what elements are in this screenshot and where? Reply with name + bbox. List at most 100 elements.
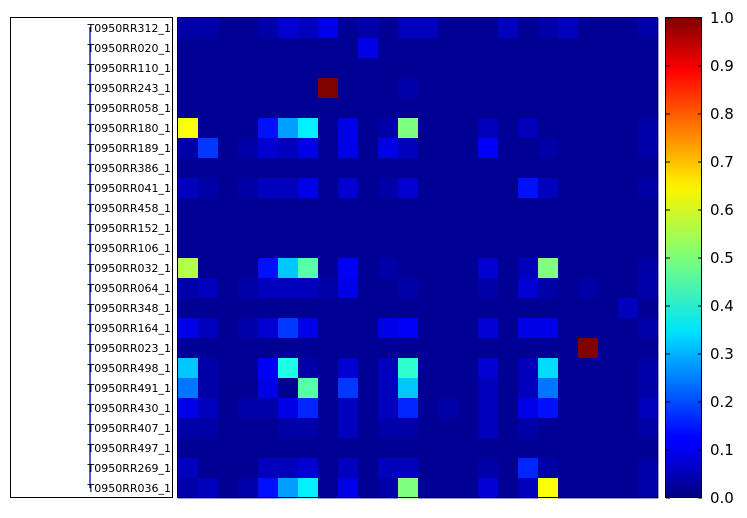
heatmap-cell bbox=[258, 418, 279, 439]
heatmap-cell bbox=[318, 258, 339, 279]
heatmap-cell bbox=[398, 218, 419, 239]
row-label: T0950RR164_1 bbox=[87, 322, 172, 335]
heatmap-cell bbox=[458, 378, 479, 399]
heatmap-cell bbox=[578, 198, 599, 219]
heatmap-cell bbox=[618, 58, 639, 79]
heatmap-cell bbox=[258, 138, 279, 159]
heatmap-cell bbox=[298, 138, 319, 159]
heatmap-cell bbox=[538, 378, 559, 399]
heatmap-cell bbox=[558, 158, 579, 179]
heatmap-cell bbox=[198, 338, 219, 359]
heatmap-cell bbox=[218, 78, 239, 99]
heatmap-cell bbox=[618, 258, 639, 279]
heatmap-cell bbox=[198, 398, 219, 419]
heatmap-cell bbox=[238, 138, 259, 159]
heatmap-cell bbox=[438, 198, 459, 219]
colorbar bbox=[665, 17, 702, 498]
heatmap-cell bbox=[418, 158, 439, 179]
heatmap-cell bbox=[398, 358, 419, 379]
heatmap-cell bbox=[318, 318, 339, 339]
heatmap-cell bbox=[498, 438, 519, 459]
heatmap-cell bbox=[318, 158, 339, 179]
heatmap-cell bbox=[518, 18, 539, 39]
heatmap-cell bbox=[338, 198, 359, 219]
heatmap-cell bbox=[458, 118, 479, 139]
heatmap-cell bbox=[438, 438, 459, 459]
heatmap-cell bbox=[258, 298, 279, 319]
heatmap-cell bbox=[338, 178, 359, 199]
heatmap-cell bbox=[338, 58, 359, 79]
heatmap-cell bbox=[598, 298, 619, 319]
heatmap-cell bbox=[438, 58, 459, 79]
heatmap-cell bbox=[318, 438, 339, 459]
heatmap-cell bbox=[418, 398, 439, 419]
row-label: T0950RR312_1 bbox=[87, 22, 172, 35]
heatmap-cell bbox=[618, 78, 639, 99]
heatmap-cell bbox=[338, 138, 359, 159]
heatmap-cell bbox=[618, 418, 639, 439]
heatmap-cell bbox=[518, 58, 539, 79]
heatmap-cell bbox=[538, 178, 559, 199]
heatmap-cell bbox=[358, 358, 379, 379]
heatmap-cell bbox=[598, 238, 619, 259]
heatmap-cell bbox=[198, 438, 219, 459]
heatmap-cell bbox=[638, 478, 659, 499]
heatmap-cell bbox=[338, 478, 359, 499]
heatmap-cell bbox=[198, 358, 219, 379]
heatmap-cell bbox=[278, 458, 299, 479]
heatmap-cell bbox=[618, 338, 639, 359]
heatmap-cell bbox=[338, 378, 359, 399]
heatmap-cell bbox=[398, 98, 419, 119]
heatmap-cell bbox=[318, 58, 339, 79]
heatmap-cell bbox=[358, 338, 379, 359]
heatmap-cell bbox=[598, 398, 619, 419]
heatmap-cell bbox=[298, 398, 319, 419]
heatmap-cell bbox=[338, 158, 359, 179]
heatmap-cell bbox=[178, 38, 199, 59]
heatmap-cell bbox=[538, 78, 559, 99]
heatmap-cell bbox=[638, 458, 659, 479]
heatmap-cell bbox=[298, 258, 319, 279]
heatmap-cell bbox=[618, 458, 639, 479]
heatmap-cell bbox=[398, 338, 419, 359]
heatmap-cell bbox=[418, 78, 439, 99]
heatmap-cell bbox=[378, 218, 399, 239]
heatmap-cell bbox=[458, 338, 479, 359]
row-label: T0950RR407_1 bbox=[87, 422, 172, 435]
heatmap-cell bbox=[378, 418, 399, 439]
heatmap-cell bbox=[358, 258, 379, 279]
heatmap-cell bbox=[178, 158, 199, 179]
heatmap-cell bbox=[498, 78, 519, 99]
heatmap-cell bbox=[498, 238, 519, 259]
heatmap-cell bbox=[358, 238, 379, 259]
heatmap-cell bbox=[438, 258, 459, 279]
heatmap-cell bbox=[418, 118, 439, 139]
heatmap-cell bbox=[638, 358, 659, 379]
heatmap-cell bbox=[218, 378, 239, 399]
heatmap-cell bbox=[538, 298, 559, 319]
heatmap-cell bbox=[218, 458, 239, 479]
heatmap-cell bbox=[198, 98, 219, 119]
heatmap-cell bbox=[338, 238, 359, 259]
heatmap-cell bbox=[478, 478, 499, 499]
heatmap-cell bbox=[318, 138, 339, 159]
heatmap-cell bbox=[218, 218, 239, 239]
heatmap-cell bbox=[378, 78, 399, 99]
heatmap-cell bbox=[478, 438, 499, 459]
row-label: T0950RR458_1 bbox=[87, 202, 172, 215]
heatmap-cell bbox=[178, 138, 199, 159]
heatmap-cell bbox=[418, 218, 439, 239]
heatmap-cell bbox=[378, 378, 399, 399]
heatmap-cell bbox=[358, 158, 379, 179]
heatmap-cell bbox=[578, 18, 599, 39]
heatmap-cell bbox=[258, 358, 279, 379]
heatmap-cell bbox=[618, 438, 639, 459]
heatmap-cell bbox=[458, 438, 479, 459]
heatmap-cell bbox=[298, 378, 319, 399]
heatmap-cell bbox=[238, 118, 259, 139]
heatmap-cell bbox=[638, 58, 659, 79]
heatmap-cell bbox=[418, 198, 439, 219]
heatmap-cell bbox=[638, 438, 659, 459]
heatmap-cell bbox=[218, 138, 239, 159]
heatmap-cell bbox=[458, 58, 479, 79]
